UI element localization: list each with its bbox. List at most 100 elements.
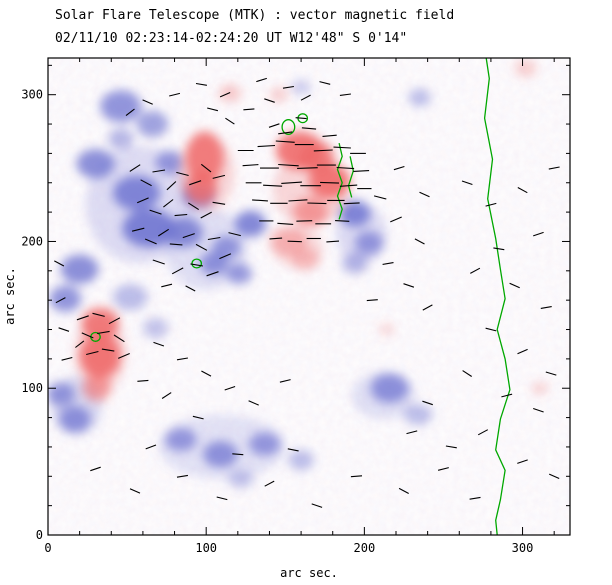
field-vector (142, 99, 153, 105)
negative-region (136, 110, 169, 138)
field-vector (287, 448, 299, 452)
field-vector (248, 400, 259, 406)
negative-region (199, 251, 229, 276)
positive-polarity-regions (74, 59, 548, 402)
axes (47, 57, 571, 536)
negative-region (48, 382, 75, 406)
positive-region (293, 197, 328, 227)
vector-field (54, 77, 560, 508)
field-vector (225, 117, 235, 125)
negative-region (226, 263, 253, 285)
field-vector (509, 282, 520, 289)
field-vector (243, 108, 255, 111)
field-vector (414, 238, 425, 245)
figure-title: Solar Flare Telescope (MTK) : vector mag… (55, 8, 454, 23)
field-vector (545, 371, 557, 376)
positive-region (378, 323, 395, 336)
field-vector (195, 243, 208, 251)
field-vector (501, 393, 513, 398)
negative-region (342, 253, 368, 274)
positive-region (532, 382, 548, 395)
axis-ticks (47, 58, 570, 536)
positive-region (81, 307, 120, 340)
field-vector (462, 370, 472, 377)
field-vector (161, 392, 172, 399)
field-vector (419, 191, 430, 198)
field-vector (161, 283, 173, 288)
field-vector (206, 271, 219, 277)
field-vector (398, 487, 409, 494)
field-vector (129, 164, 141, 172)
field-vector (339, 184, 358, 187)
field-vector (264, 480, 275, 487)
field-vector (90, 466, 101, 472)
field-vector (207, 236, 221, 241)
field-vector (393, 165, 405, 171)
plot-area (48, 58, 570, 535)
field-vector (322, 134, 337, 137)
field-vector (174, 213, 188, 217)
field-vector (461, 180, 473, 186)
field-vector (277, 222, 294, 225)
field-vector (224, 385, 236, 391)
positive-region (79, 333, 121, 378)
field-vector (58, 327, 70, 332)
field-vector (533, 407, 544, 413)
field-vector (163, 199, 174, 208)
field-vector (200, 211, 212, 219)
field-vector (176, 474, 188, 478)
field-vector (403, 283, 415, 288)
field-vector (301, 127, 317, 130)
field-vector (75, 340, 85, 348)
field-vector (189, 180, 202, 186)
field-vector (485, 202, 497, 207)
field-vector (55, 297, 66, 304)
field-vector (117, 352, 130, 359)
field-vector (350, 475, 363, 478)
field-vector (422, 400, 433, 406)
field-vector (152, 259, 165, 265)
field-vector (219, 253, 232, 260)
field-vector (517, 459, 528, 464)
field-vector (548, 166, 560, 170)
y-tick-label: 100 (21, 381, 43, 395)
field-vector (86, 350, 99, 356)
field-vector (517, 187, 528, 194)
positive-region (291, 247, 320, 271)
field-vector (445, 445, 457, 449)
field-vector (269, 237, 283, 240)
negative-region (49, 285, 82, 312)
field-vector (373, 195, 387, 200)
field-vector (320, 181, 340, 184)
positive-region (514, 59, 537, 78)
field-vector (366, 299, 378, 302)
positive-region (82, 375, 112, 402)
field-vector (101, 348, 115, 352)
field-vector (493, 247, 505, 251)
negative-region (100, 90, 142, 123)
contour-loop (281, 119, 296, 135)
field-vector (169, 243, 183, 246)
negative-region (203, 441, 238, 468)
field-vector (144, 238, 157, 245)
field-vector (232, 453, 244, 456)
field-vector (263, 184, 283, 187)
field-vector (485, 327, 497, 332)
field-vector (339, 93, 351, 96)
field-vector (152, 169, 166, 173)
negative-region (228, 470, 254, 489)
field-vector (212, 174, 226, 179)
field-vector (97, 330, 110, 335)
field-vector (319, 81, 331, 85)
field-vector (278, 163, 299, 167)
field-vector (219, 91, 231, 98)
field-vector (548, 473, 560, 480)
field-vector (382, 262, 394, 265)
field-vector (282, 85, 294, 89)
negative-region (108, 128, 134, 149)
field-vector (470, 267, 481, 274)
field-vector (268, 123, 280, 128)
negative-region (339, 200, 371, 227)
